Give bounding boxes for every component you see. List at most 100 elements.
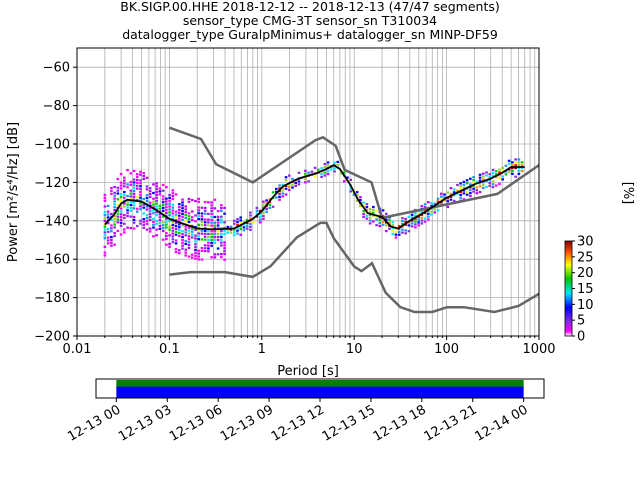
heatmap-cell <box>284 193 288 196</box>
heatmap-cell <box>152 212 155 215</box>
heatmap-cell <box>110 238 113 241</box>
heatmap-cell <box>485 180 488 183</box>
heatmap-cell <box>181 244 184 247</box>
heatmap-cell <box>494 172 498 176</box>
timeline-tick-label: 12-13 18 <box>371 402 429 444</box>
heatmap-cell <box>401 219 404 223</box>
colorbar-tick-label: 25 <box>577 250 594 265</box>
heatmap-cell <box>181 233 184 236</box>
heatmap-cell <box>110 189 113 193</box>
heatmap-cell <box>123 196 126 199</box>
heatmap-cell <box>407 215 411 218</box>
heatmap-cell <box>514 167 517 170</box>
heatmap-cell <box>287 174 291 177</box>
heatmap-cell <box>207 212 210 215</box>
heatmap-cell <box>113 194 116 197</box>
heatmap-cell <box>207 241 210 244</box>
heatmap-cell <box>226 225 230 229</box>
heatmap-cell <box>236 232 239 235</box>
heatmap-cell <box>336 160 340 164</box>
heatmap-cell <box>135 224 139 228</box>
heatmap-cell <box>249 211 252 214</box>
heatmap-cell <box>323 174 327 177</box>
heatmap-cell <box>119 198 123 202</box>
heatmap-cell <box>481 175 485 178</box>
heatmap-cell <box>236 218 239 221</box>
heatmap-cell <box>488 184 492 187</box>
heatmap-cell <box>103 216 107 220</box>
heatmap-cell <box>372 220 375 223</box>
heatmap-cell <box>171 215 175 218</box>
heatmap-cell <box>213 230 217 233</box>
heatmap-cell <box>339 172 343 175</box>
heatmap-cell <box>181 204 184 207</box>
heatmap-cell <box>181 215 184 218</box>
heatmap-cell <box>203 212 207 215</box>
heatmap-cell <box>171 209 175 212</box>
heatmap-cell <box>275 196 278 199</box>
heatmap-cell <box>177 231 181 235</box>
heatmap-cell <box>165 197 168 200</box>
heatmap-cell <box>184 254 188 257</box>
heatmap-cell <box>439 198 443 201</box>
heatmap-cell <box>365 206 369 209</box>
heatmap-cell <box>168 245 171 248</box>
heatmap-cell <box>384 230 388 233</box>
heatmap-cell <box>397 227 401 231</box>
heatmap-cell <box>329 168 333 171</box>
heatmap-cell <box>427 215 430 218</box>
heatmap-cell <box>113 232 116 235</box>
heatmap-cell <box>194 257 197 260</box>
heatmap-cell <box>152 220 155 223</box>
y-axis-label: Power [m²/s⁴/Hz] [dB] <box>6 122 21 262</box>
heatmap-cell <box>203 232 207 235</box>
heatmap-cell <box>475 180 479 183</box>
heatmap-cell <box>132 187 136 190</box>
heatmap-cell <box>155 234 158 237</box>
heatmap-cell <box>197 197 201 201</box>
heatmap-cell <box>262 217 265 221</box>
heatmap-cell <box>142 171 146 175</box>
heatmap-cell <box>158 221 162 225</box>
heatmap-cell <box>200 249 204 253</box>
heatmap-cell <box>145 193 149 197</box>
heatmap-cell <box>123 205 126 208</box>
heatmap-cell <box>439 192 443 195</box>
heatmap-cell <box>113 185 116 189</box>
heatmap-cell <box>375 224 378 227</box>
heatmap-cell <box>155 219 158 223</box>
heatmap-cell <box>469 177 472 180</box>
grid <box>76 48 539 337</box>
heatmap-cell <box>284 187 288 190</box>
heatmap-cell <box>126 194 129 198</box>
heatmap-cell <box>155 185 158 188</box>
heatmap-cell <box>213 215 217 219</box>
heatmap-cell <box>165 237 168 241</box>
heatmap-cell <box>420 210 424 214</box>
x-tick-label: 0.1 <box>159 342 180 357</box>
heatmap-cell <box>223 232 226 235</box>
heatmap-cell <box>517 164 521 167</box>
heatmap-cell <box>132 189 136 193</box>
heatmap-cell <box>165 232 168 235</box>
heatmap-cell <box>200 223 204 227</box>
heatmap-cell <box>184 211 188 214</box>
heatmap-cell <box>462 198 466 201</box>
heatmap-cell <box>275 190 278 193</box>
heatmap-cell <box>378 216 382 219</box>
heatmap-cell <box>213 238 217 242</box>
heatmap-cell <box>187 220 191 224</box>
heatmap-cell <box>187 217 191 221</box>
heatmap-cell <box>407 221 411 224</box>
heatmap-cell <box>297 183 301 186</box>
heatmap-cell <box>123 193 126 197</box>
heatmap-cell <box>478 179 482 182</box>
heatmap-cell <box>472 187 475 190</box>
heatmap-cell <box>242 226 246 229</box>
heatmap-cell <box>462 192 466 195</box>
heatmap-cell <box>394 227 398 231</box>
heatmap-cell <box>213 224 217 227</box>
timeline-tick-label: 12-13 03 <box>116 402 174 444</box>
